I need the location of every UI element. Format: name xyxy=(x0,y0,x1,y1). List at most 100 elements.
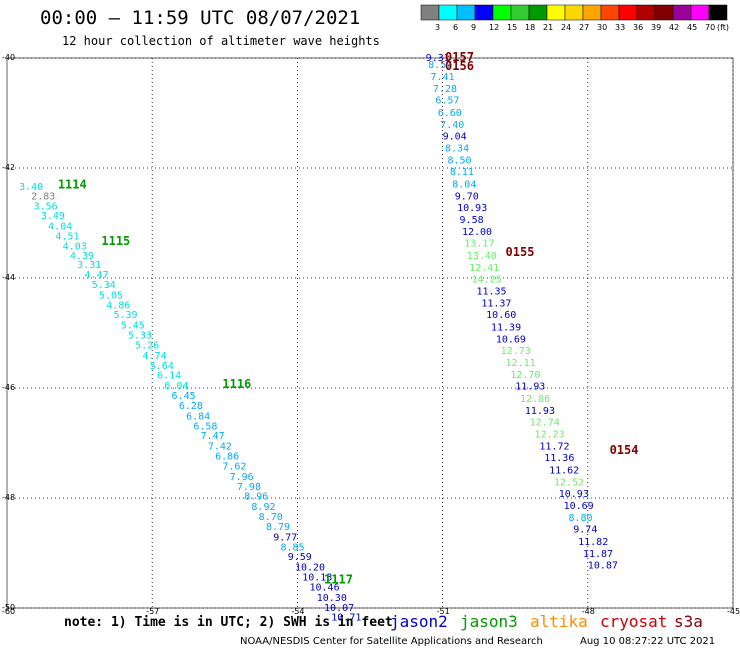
colorbar-label: 24 xyxy=(561,23,571,32)
pass-label: 1116 xyxy=(222,377,251,391)
colorbar-swatch xyxy=(474,4,494,21)
colorbar-swatch xyxy=(600,4,620,21)
pass-label: 0155 xyxy=(506,245,535,259)
swh-value: 11.93 xyxy=(525,406,555,417)
swh-value: 11.93 xyxy=(515,382,545,393)
swh-data-points: 3.402.833.563.494.044.514.034.393.314.47… xyxy=(19,53,618,624)
colorbar-swatch xyxy=(420,4,440,21)
swh-value: 12.74 xyxy=(530,417,560,428)
y-tick-label: -42 xyxy=(2,163,15,172)
swh-value: 8.04 xyxy=(452,179,476,190)
swh-value: 4.74 xyxy=(143,351,167,362)
swh-value: 12.00 xyxy=(462,227,492,238)
swh-value: 9.74 xyxy=(573,525,597,536)
y-tick-label: -50 xyxy=(2,603,15,612)
swh-value: 10.69 xyxy=(564,501,594,512)
satellite-legend: jason2 jason3 altika cryosat s3a xyxy=(390,612,703,631)
axis-ticks: -57 -54 -51 -48 -45 -40 -42 -44 -46 -48 -50-60 xyxy=(2,53,740,616)
swh-value: 10.71 xyxy=(331,613,361,624)
colorbar-swatch xyxy=(528,4,548,21)
x-tick-label: -60 xyxy=(2,607,15,616)
swh-value: 5.05 xyxy=(99,290,123,301)
swh-value: 8.57 xyxy=(428,60,452,71)
swh-value: 12.52 xyxy=(554,477,584,488)
swh-value: 8.34 xyxy=(445,144,469,155)
colorbar-label: 3 xyxy=(435,23,440,32)
colorbar-swatch xyxy=(708,4,728,21)
swh-value: 11.36 xyxy=(544,453,574,464)
swh-value: 10.87 xyxy=(588,560,618,571)
swh-value: 5.26 xyxy=(135,340,159,351)
swh-value: 12.86 xyxy=(520,394,550,405)
swh-value: 10.60 xyxy=(486,310,516,321)
satellite-cryosat: cryosat xyxy=(600,612,667,631)
swh-value: 9.59 xyxy=(288,552,312,563)
swh-value: 9.77 xyxy=(273,532,297,543)
swh-value: 12.41 xyxy=(469,263,499,274)
plot-frame xyxy=(6,57,734,609)
colorbar-swatch xyxy=(492,4,512,21)
colorbar-label: 15 xyxy=(507,23,517,32)
credit-line: NOAA/NESDIS Center for Satellite Applica… xyxy=(240,636,543,647)
colorbar-label: 6 xyxy=(453,23,458,32)
swh-value: 10.07 xyxy=(324,603,354,614)
x-tick-label: -48 xyxy=(582,607,595,616)
swh-value: 7.47 xyxy=(201,431,225,442)
swh-value: 6.45 xyxy=(172,391,196,402)
swh-value: 11.82 xyxy=(578,537,608,548)
swh-value: 12.11 xyxy=(506,358,536,369)
swh-value: 9.04 xyxy=(443,131,467,142)
footer-note: note: 1) Time is in UTC; 2) SWH is in fe… xyxy=(64,615,393,630)
swh-value: 6.57 xyxy=(435,96,459,107)
swh-value: 4.03 xyxy=(63,241,87,252)
swh-value: 7.98 xyxy=(237,482,261,493)
colorbar-label: 21 xyxy=(543,23,553,32)
swh-value: 8.85 xyxy=(280,542,304,553)
colorbar-label: 30 xyxy=(597,23,607,32)
swh-value: 3.31 xyxy=(77,260,101,271)
colorbar-swatch xyxy=(438,4,458,21)
swh-value: 13.40 xyxy=(467,251,497,262)
colorbar-label: 42 xyxy=(669,23,679,32)
swh-value: 5.33 xyxy=(128,331,152,342)
swh-value: 5.45 xyxy=(121,321,145,332)
swh-value: 6.84 xyxy=(186,411,210,422)
colorbar-legend: 3 6 9 12 15 18 21 24 27 30 33 36 39 42 45 70 (ft) xyxy=(420,4,729,32)
colorbar-label: 33 xyxy=(615,23,625,32)
x-tick-label: -54 xyxy=(291,607,304,616)
swh-value: 2.83 xyxy=(31,191,55,202)
colorbar-label: 9 xyxy=(471,23,476,32)
swh-value: 14.25 xyxy=(472,274,502,285)
swh-value: 4.04 xyxy=(48,222,72,233)
swh-value: 4.47 xyxy=(84,270,108,281)
colorbar-swatch xyxy=(654,4,674,21)
colorbar-label: 70 xyxy=(705,23,715,32)
pass-label: 0154 xyxy=(610,443,639,457)
swh-value: 10.30 xyxy=(317,593,347,604)
satellite-jason2: jason2 xyxy=(390,612,448,631)
x-tick-label: -51 xyxy=(437,607,450,616)
swh-value: 5.34 xyxy=(92,280,116,291)
pass-label: 1114 xyxy=(58,177,87,191)
swh-value: 13.17 xyxy=(464,239,494,250)
x-tick-label: -45 xyxy=(727,607,740,616)
swh-value: 10.20 xyxy=(295,563,325,574)
swh-value: 10.13 xyxy=(302,573,332,584)
swh-value: 7.62 xyxy=(222,461,246,472)
swh-value: 9.31 xyxy=(426,53,450,64)
swh-value: 12.23 xyxy=(535,430,565,441)
swh-value: 6.14 xyxy=(157,371,181,382)
swh-value: 12.70 xyxy=(510,370,540,381)
swh-value: 11.62 xyxy=(549,465,579,476)
colorbar-swatch xyxy=(690,4,710,21)
colorbar-swatch xyxy=(456,4,476,21)
swh-value: 4.51 xyxy=(55,232,79,243)
swh-value: 12.73 xyxy=(501,346,531,357)
swh-value: 8.50 xyxy=(447,156,471,167)
chart-subtitle: 12 hour collection of altimeter wave hei… xyxy=(62,34,380,48)
swh-value: 9.58 xyxy=(460,215,484,226)
swh-value: 10.93 xyxy=(457,203,487,214)
chart-title: 00:00 – 11:59 UTC 08/07/2021 xyxy=(40,7,360,29)
satellite-jason3: jason3 xyxy=(460,612,518,631)
